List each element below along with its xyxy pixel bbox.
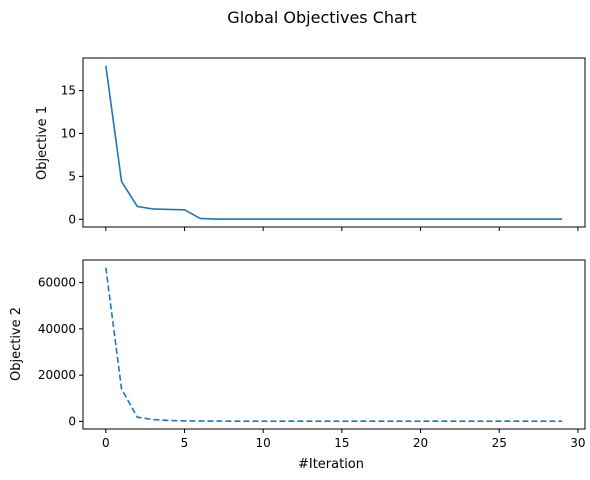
chart-title: Global Objectives Chart: [227, 8, 416, 27]
objective-1-y-axis-label: Objective 1: [35, 106, 50, 180]
y-tick-label: 40000: [38, 322, 76, 336]
objective-1-panel: 0 5 10 15 Objective 1: [35, 57, 586, 231]
x-tick-label: 15: [334, 436, 349, 450]
x-tick-label: 20: [413, 436, 428, 450]
series-line: [105, 65, 563, 220]
objective-1-y-ticks: 0 5 10 15: [61, 84, 83, 226]
y-tick-label: 5: [68, 169, 76, 183]
objective-2-y-axis-label: Objective 2: [9, 307, 24, 381]
objective-1-axes-frame: [82, 57, 586, 228]
y-tick-label: 60000: [38, 276, 76, 290]
y-tick-label: 0: [68, 414, 76, 428]
y-tick-label: 15: [61, 84, 76, 98]
objective-1-series: [105, 65, 563, 220]
x-axis-label: #Iteration: [298, 457, 364, 472]
x-tick-label: 10: [256, 436, 271, 450]
series-line: [105, 267, 563, 422]
x-tick-label: 0: [102, 436, 110, 450]
objective-2-panel: 0 20000 40000 60000 0 5 10 15 20 25 30 Objective …: [9, 259, 586, 450]
x-tick-label: 5: [181, 436, 189, 450]
x-tick-label: 30: [570, 436, 585, 450]
x-tick-label: 25: [492, 436, 507, 450]
y-tick-label: 0: [68, 212, 76, 226]
y-tick-label: 10: [61, 126, 76, 140]
objective-2-x-ticks: 0 5 10 15 20 25 30: [102, 429, 586, 450]
objective-2-axes-frame: [82, 259, 586, 430]
objective-2-series: [105, 267, 563, 422]
y-tick-label: 20000: [38, 368, 76, 382]
objective-2-y-ticks: 0 20000 40000 60000: [38, 276, 83, 428]
objective-1-x-ticks: [105, 227, 579, 231]
